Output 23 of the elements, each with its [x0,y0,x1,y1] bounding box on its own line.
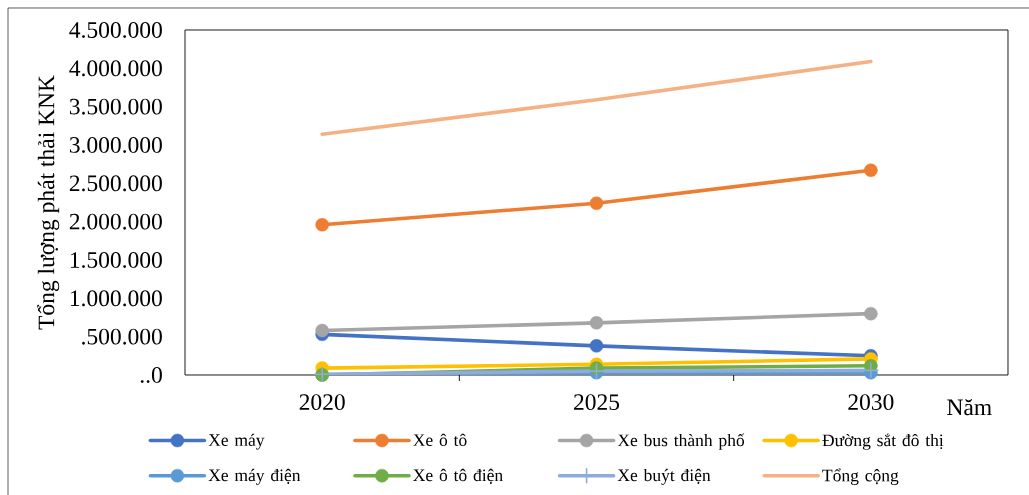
y-axis-title: Tổng lượng phát thải KNK [37,75,60,330]
y-tick-label: 1.000.000 [70,290,162,307]
x-tick-label: 2020 [299,394,345,411]
x-tick-label: 2030 [848,394,894,411]
x-axis-title: Năm [947,398,992,416]
y-tick-label: 2.000.000 [69,213,162,230]
y-tick-label: 4.000.000 [69,60,162,77]
legend-label: Xe máy [208,433,265,450]
legend-label: Xe ô tô [413,433,467,447]
y-tick-label: 3.500.000 [69,98,162,115]
y-tick-label: 2.500.000 [69,175,162,192]
legend-label: Tổng cộng [822,468,899,486]
legend-label: Xe ô tô điện [413,468,503,484]
x-tick-label: 2025 [574,394,620,411]
legend-label: Xe bus thành phố [617,433,745,450]
y-tick-label: 1.500.000 [70,252,162,268]
y-tick-label: .500.000 [82,328,162,345]
y-tick-label: 4.500.000 [69,22,162,38]
legend-label: Đường sắt đô thị [822,433,944,450]
y-tick-label: ..0 [140,367,162,383]
y-tick-label: 3.000.000 [69,137,162,153]
legend-label: Xe máy điện [208,468,301,485]
legend-label: Xe buýt điện [617,468,711,485]
